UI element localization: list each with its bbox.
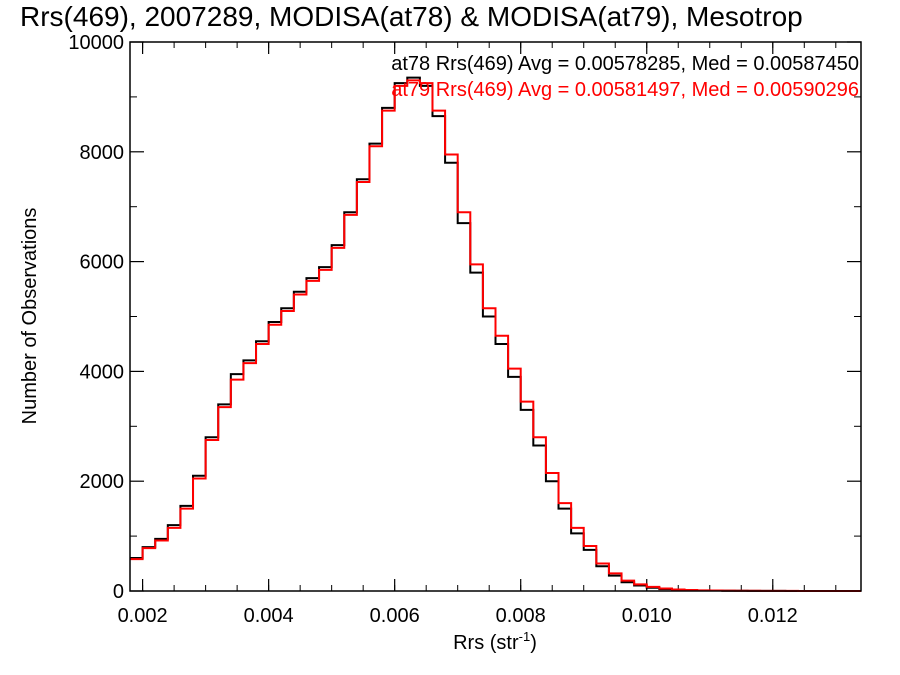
y-tick-label: 0 bbox=[113, 581, 124, 603]
x-axis-label: Rrs (str-1) bbox=[453, 629, 537, 654]
x-tick-label: 0.006 bbox=[370, 605, 420, 627]
annotation-at79: at79 Rrs(469) Avg = 0.00581497, Med = 0.… bbox=[391, 79, 859, 101]
plot-frame bbox=[129, 41, 862, 592]
axis-ticks bbox=[130, 41, 861, 592]
x-tick-label: 0.010 bbox=[622, 605, 672, 627]
x-tick-label: 0.002 bbox=[118, 605, 168, 627]
annotation-at78: at78 Rrs(469) Avg = 0.00578285, Med = 0.… bbox=[391, 53, 859, 75]
y-tick-label: 6000 bbox=[80, 252, 125, 274]
x-tick-label: 0.004 bbox=[244, 605, 294, 627]
chart-title: Rrs(469), 2007289, MODISA(at78) & MODISA… bbox=[20, 1, 803, 32]
y-tick-label: 10000 bbox=[68, 32, 124, 54]
y-tick-label: 2000 bbox=[80, 471, 125, 493]
x-tick-label: 0.008 bbox=[496, 605, 546, 627]
data-series bbox=[130, 76, 861, 592]
y-axis-label: Number of Observations bbox=[19, 208, 41, 425]
y-tick-label: 8000 bbox=[80, 142, 125, 164]
x-tick-label: 0.012 bbox=[748, 605, 798, 627]
y-tick-label: 4000 bbox=[80, 361, 125, 383]
tick-labels: 0.002 0.004 0.006 0.008 0.010 0.012 0 2000 4000 6… bbox=[68, 32, 797, 627]
series-at79-line bbox=[130, 79, 861, 592]
